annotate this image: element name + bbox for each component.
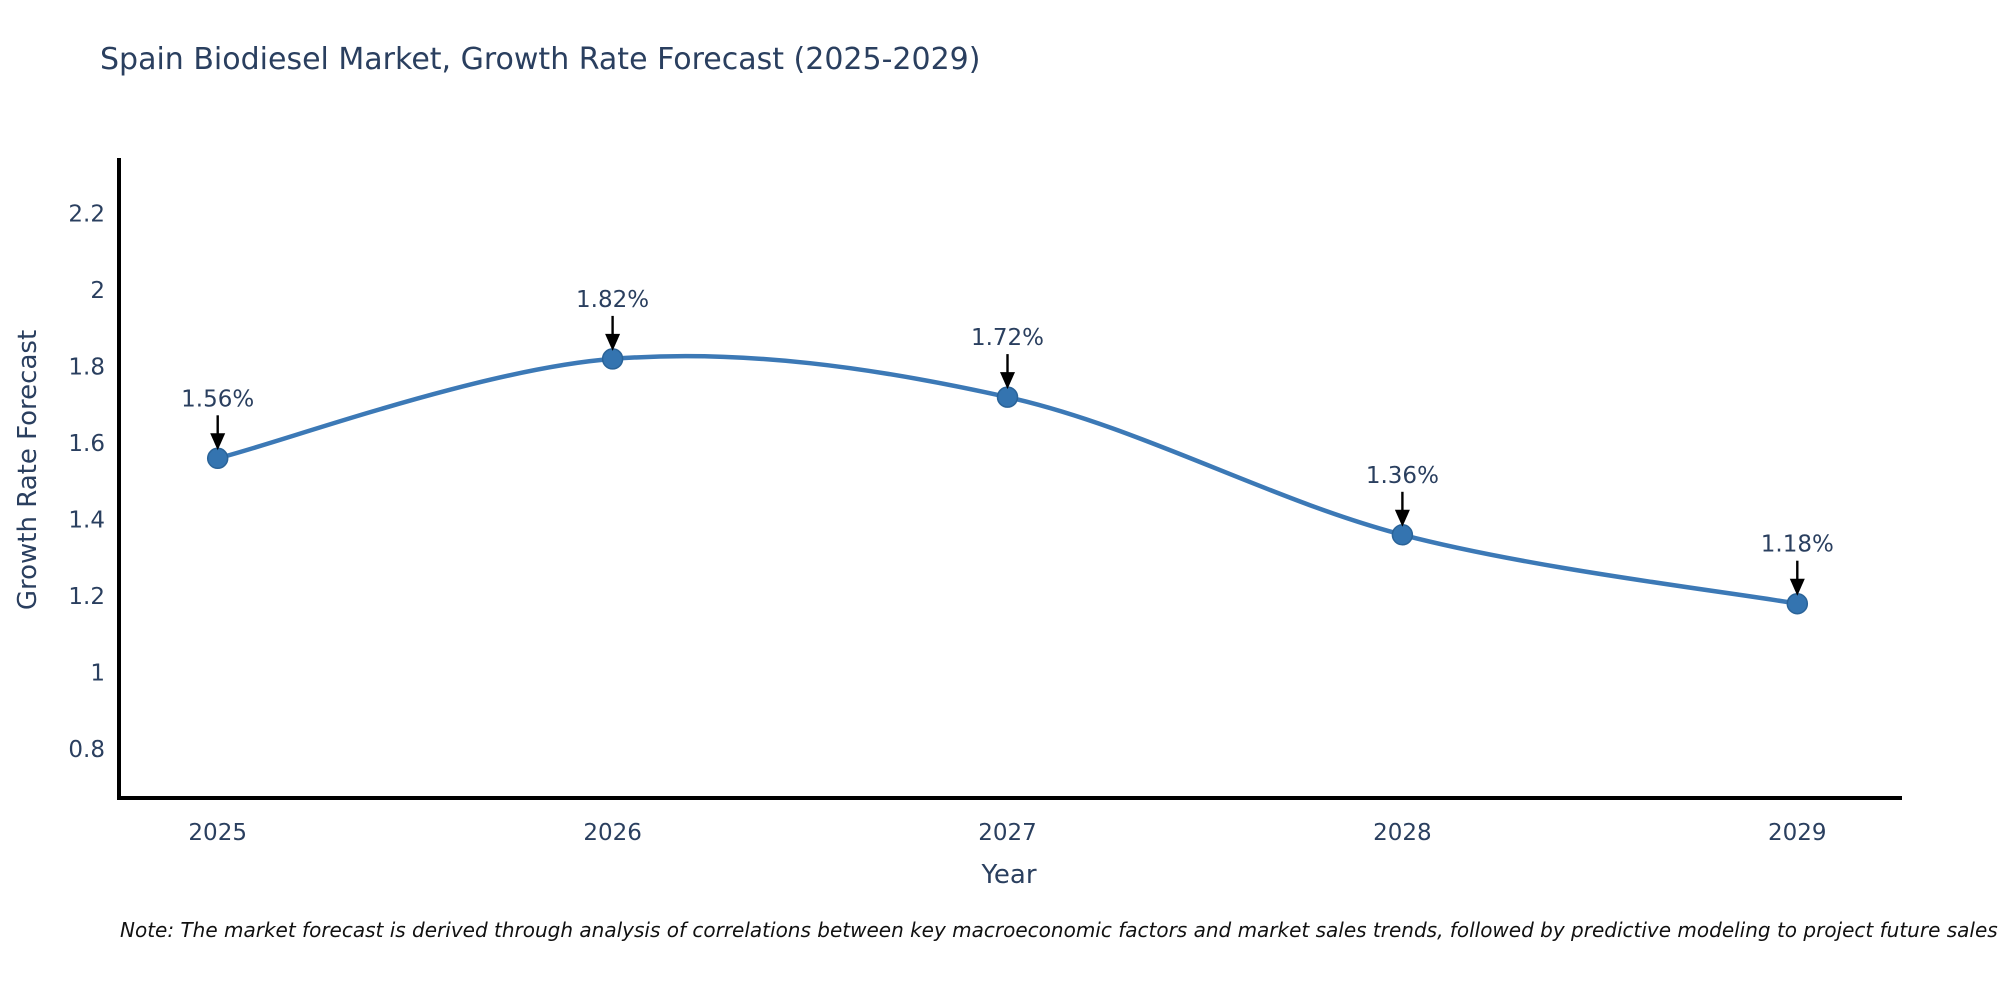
data-point-marker (1786, 592, 1809, 615)
y-axis-tick-label: 1.2 (68, 584, 105, 610)
annotation-label: 1.18% (1761, 532, 1834, 558)
x-axis-tick-label: 2027 (978, 820, 1037, 846)
annotation-arrowhead (210, 433, 226, 451)
annotation-arrowhead (1789, 578, 1805, 596)
y-axis-tick-label: 1 (90, 661, 105, 687)
annotation-label: 1.72% (971, 325, 1044, 351)
y-axis-tick-label: 2.2 (68, 202, 105, 228)
y-axis-tick-label: 0.8 (68, 737, 105, 763)
annotation-arrowhead (605, 333, 621, 351)
x-axis-tick-label: 2029 (1768, 820, 1827, 846)
data-point-marker (996, 386, 1019, 408)
annotation-arrowhead (1000, 372, 1015, 390)
axis-lines (117, 158, 1902, 800)
data-point-marker (1391, 524, 1414, 546)
annotation-label: 1.36% (1366, 463, 1439, 489)
annotation-arrowhead (1394, 509, 1410, 527)
x-axis-tick-label: 2028 (1373, 820, 1432, 846)
y-axis-tick-label: 1.6 (68, 431, 105, 457)
y-axis-tick-label: 2 (90, 278, 105, 304)
x-axis-tick-label: 2026 (583, 820, 642, 846)
y-axis-title: Growth Rate Forecast (13, 329, 43, 611)
y-axis-tick-label: 1.4 (68, 508, 105, 534)
data-point-marker (601, 348, 624, 370)
x-axis-title: Year (981, 860, 1037, 890)
annotation-label: 1.82% (576, 287, 649, 313)
annotation-label: 1.56% (181, 386, 254, 412)
x-axis-tick-label: 2025 (188, 820, 247, 846)
chart-title: Spain Biodiesel Market, Growth Rate Fore… (100, 42, 981, 77)
chart-footnote: Note: The market forecast is derived thr… (120, 918, 1998, 942)
data-point-marker (206, 447, 229, 470)
y-axis-tick-label: 1.8 (68, 355, 105, 381)
